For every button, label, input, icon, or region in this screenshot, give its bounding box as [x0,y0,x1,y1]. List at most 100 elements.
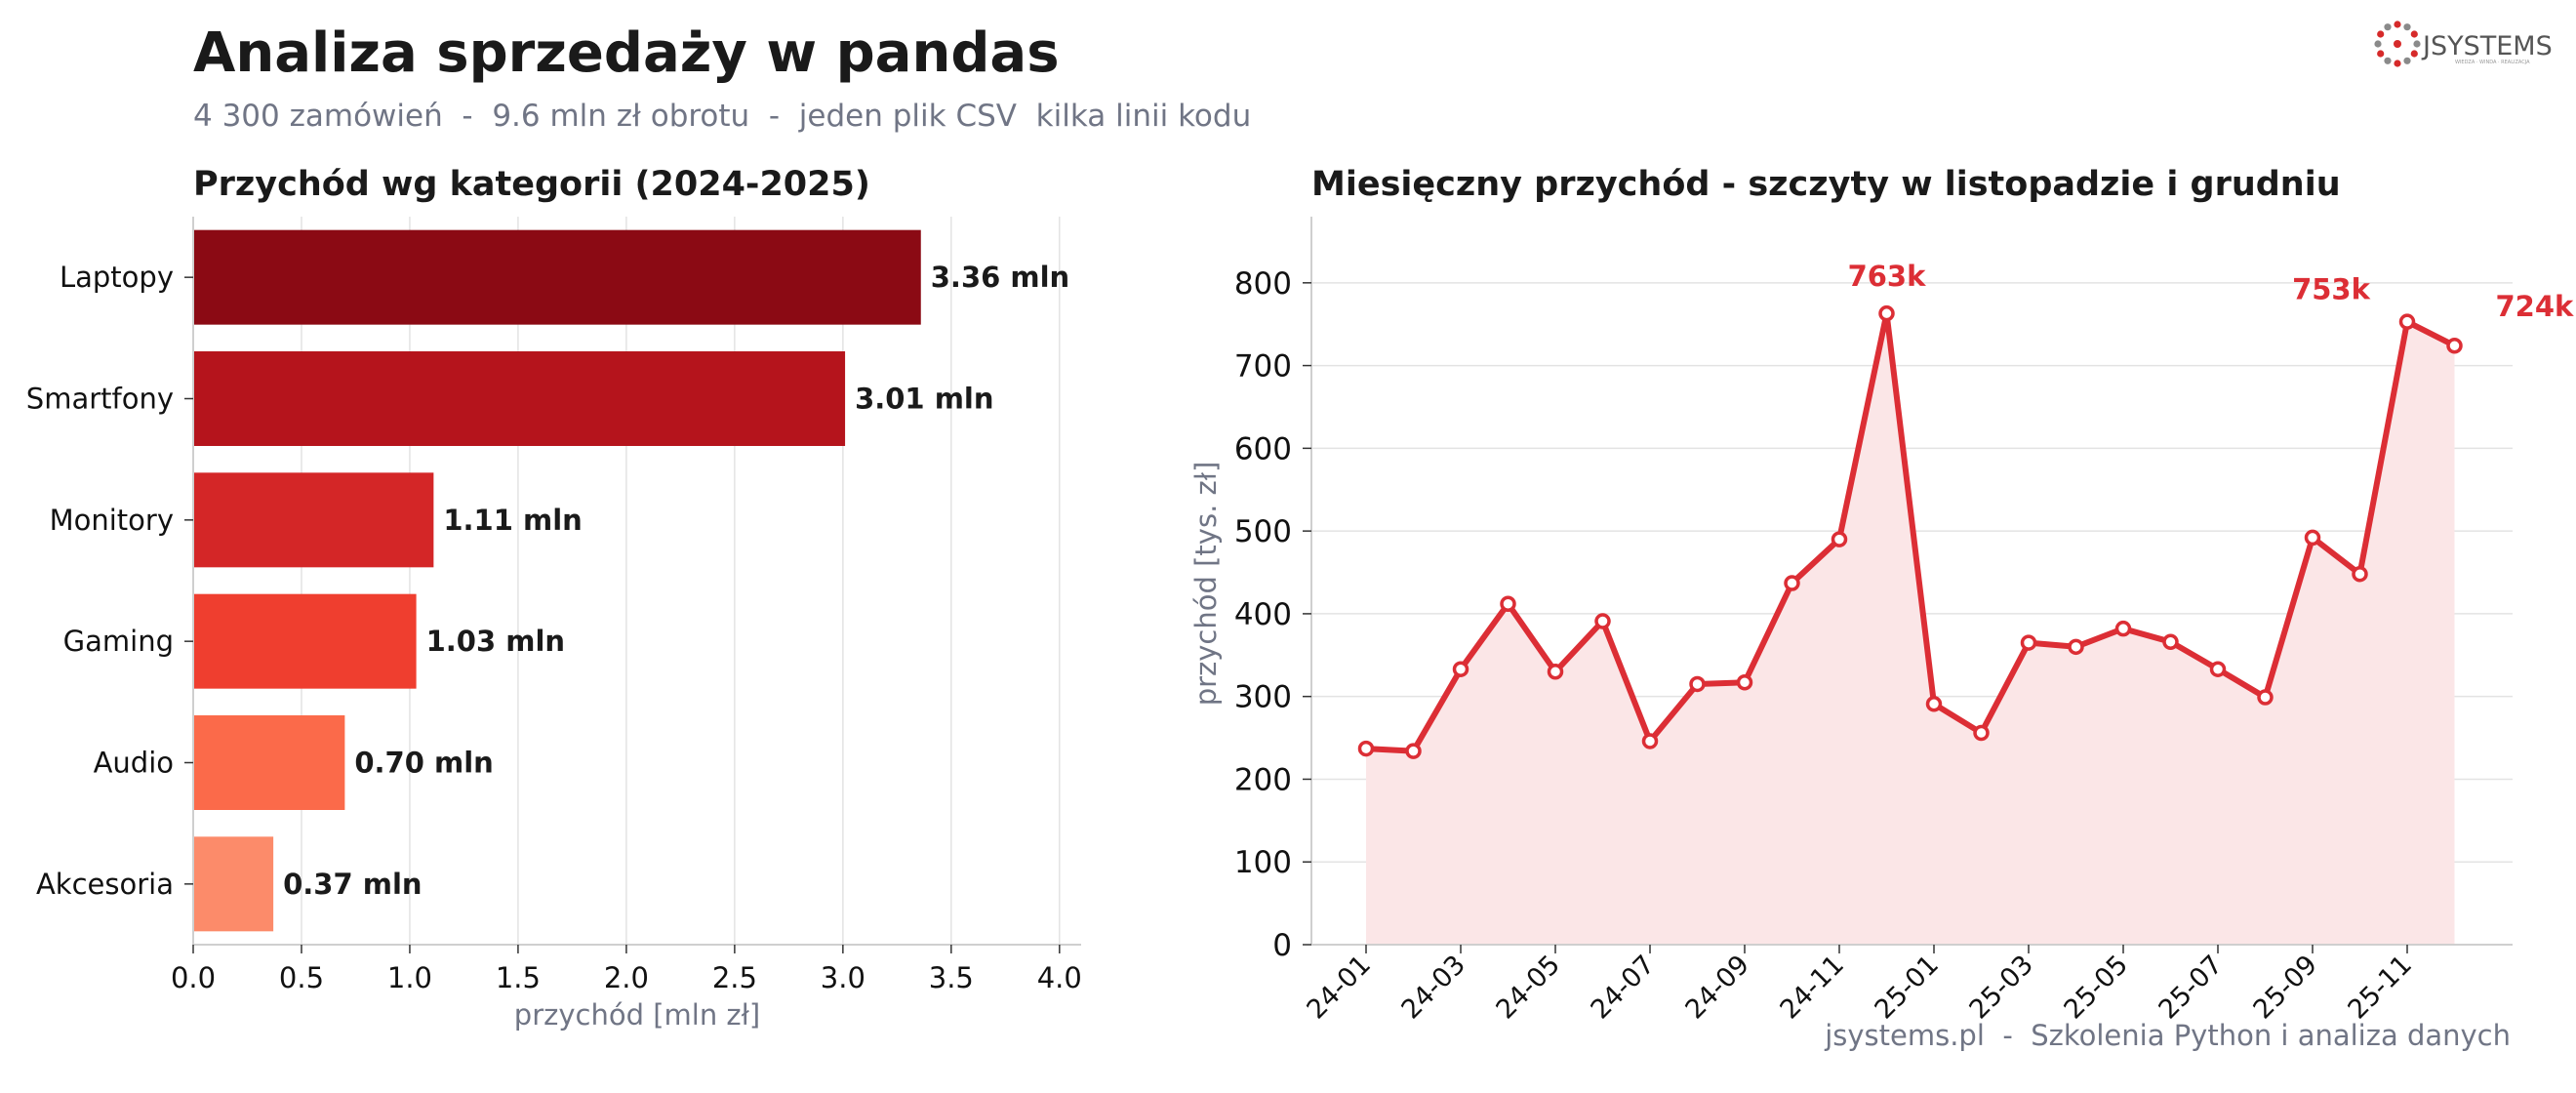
line-peak-annotation: 724k [2496,290,2575,323]
bar-x-tick-label: 4.0 [1037,961,1082,994]
bar-x-tick-label: 0.0 [171,961,216,994]
page-subtitle: 4 300 zamówień - 9.6 mln zł obrotu - jed… [193,99,1251,134]
line-point [2398,313,2416,330]
bar [193,351,846,446]
bar-x-tick-label: 1.5 [496,961,541,994]
bar-chart-y-ticks: Laptopy Smartfony Monitory Gaming Audio Akces… [26,261,193,901]
bar-value-label: 1.03 mln [426,625,565,658]
line-chart-area-fill [1366,313,2455,945]
bar-x-tick-label: 2.5 [712,961,757,994]
bar-x-tick-label: 1.0 [387,961,432,994]
logo-text: JSYSTEMS [2421,31,2553,61]
line-point [1878,304,1895,322]
line-point [1784,575,1800,591]
line-point [1452,661,1469,677]
line-x-tick-label: 25-09 [2248,950,2323,1025]
bar-category-label: Audio [94,747,174,780]
line-point [1973,724,1990,742]
line-point [1594,613,1611,629]
bar-x-tick-label: 3.5 [929,961,974,994]
bar-chart-value-labels: 3.36 mln 3.01 mln 1.11 mln 1.03 mln 0.70 mln… [283,261,1069,901]
line-point [2257,689,2274,706]
line-point [2304,529,2321,546]
bar-chart-x-ticks: 0.0 0.5 1.0 1.5 2.0 2.5 3.0 3.5 4.0 [171,945,1082,994]
bar [193,229,921,325]
bar-value-label: 3.01 mln [855,383,993,416]
line-chart-y-ticks: 0 100 200 300 400 500 600 700 800 [1234,266,1311,963]
bar [193,715,345,810]
monthly-revenue-chart: Miesięczny przychód - szczyty w listopad… [1189,165,2574,1025]
bar-value-label: 0.37 mln [283,868,422,901]
bar-category-label: Monitory [50,504,174,537]
line-point [1736,674,1753,691]
line-x-tick-label: 25-11 [2343,950,2418,1025]
line-point [2068,638,2084,656]
line-x-tick-label: 24-03 [1396,950,1471,1025]
line-peak-annotation: 763k [1848,260,1927,293]
bar-chart-grid [301,217,1061,945]
line-point [2162,633,2179,650]
bar-chart-axes [192,217,1081,946]
line-point [1831,531,1848,547]
line-y-tick-label: 700 [1234,349,1292,385]
line-y-tick-label: 600 [1234,431,1292,466]
line-x-tick-label: 24-05 [1491,950,1566,1025]
line-y-tick-label: 500 [1234,514,1292,549]
line-point [1357,740,1375,757]
bar-x-tick-label: 3.0 [821,961,865,994]
line-x-tick-label: 25-05 [2059,950,2134,1025]
line-point [2114,620,2132,637]
line-x-tick-label: 25-03 [1964,950,2039,1025]
line-y-tick-label: 300 [1234,680,1292,715]
bar [193,593,417,689]
line-x-tick-label: 25-07 [2153,950,2229,1025]
bar-x-tick-label: 0.5 [279,961,324,994]
bar-category-label: Laptopy [60,261,174,294]
logo-dots-icon [2374,20,2421,67]
jsystems-logo: JSYSTEMS WIEDZA · WINDA · REALIZACJA [2374,20,2553,67]
logo-tagline: WIEDZA · WINDA · REALIZACJA [2455,60,2530,65]
line-peak-annotation: 753k [2292,273,2371,306]
line-point [1405,743,1422,759]
line-point [1547,664,1564,680]
bar-chart-title: Przychód wg kategorii (2024-2025) [193,165,870,204]
category-revenue-chart: Przychód wg kategorii (2024-2025) 3.36 m… [26,165,1082,1032]
line-point [1641,733,1659,749]
line-point [2209,661,2227,677]
line-y-tick-label: 800 [1234,266,1292,302]
bar-category-label: Smartfony [26,383,174,416]
line-point [1925,696,1943,712]
line-chart-annotations: 763k 753k 724k [1848,260,2574,323]
line-x-tick-label: 24-09 [1680,950,1755,1025]
line-point [2352,565,2368,583]
line-x-tick-label: 24-11 [1775,950,1850,1025]
line-y-tick-label: 400 [1234,597,1292,632]
bar-chart-bars [193,229,921,932]
line-chart-x-ticks: 24-01 24-03 24-05 24-07 24-09 24-11 25-01 25-03… [1302,945,2418,1025]
line-x-tick-label: 25-01 [1870,950,1945,1025]
line-chart-points [1357,304,2463,759]
line-point [1500,595,1516,612]
bar-x-tick-label: 2.0 [604,961,649,994]
line-chart-series-line [1365,310,2456,754]
bar [193,472,434,568]
bar [193,836,274,932]
bar-value-label: 3.36 mln [931,261,1069,294]
line-point [2446,337,2463,354]
page-title: Analiza sprzedaży w pandas [193,21,1060,85]
line-x-tick-label: 24-07 [1586,950,1661,1025]
bar-chart-x-axis-label: przychód [mln zł] [514,998,760,1032]
line-y-tick-label: 100 [1234,845,1292,880]
line-y-tick-label: 0 [1272,928,1292,963]
bar-value-label: 1.11 mln [443,504,582,537]
bar-value-label: 0.70 mln [354,747,493,780]
line-y-tick-label: 200 [1234,762,1292,797]
bar-category-label: Gaming [63,625,174,658]
line-point [2020,634,2037,651]
line-x-tick-label: 24-01 [1302,950,1377,1025]
line-chart-y-axis-label: przychód [tys. zł] [1189,462,1223,707]
line-chart-title: Miesięczny przychód - szczyty w listopad… [1311,165,2341,204]
footer-text: jsystems.pl - Szkolenia Python i analiza… [1824,1019,2511,1052]
bar-category-label: Akcesoria [36,868,174,901]
